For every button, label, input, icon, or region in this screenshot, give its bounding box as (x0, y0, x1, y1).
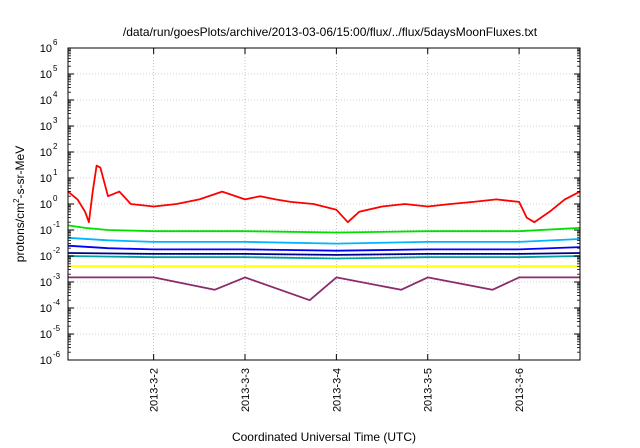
y-axis-label-pre: protons/cm (13, 203, 27, 262)
y-tick-exponent: -6 (53, 350, 61, 359)
series-layer (67, 164, 581, 302)
y-tick-exponent: 0 (53, 194, 58, 203)
y-tick-label: 10 (40, 95, 52, 107)
y-tick-exponent: -1 (53, 220, 61, 229)
y-tick-label: 10 (40, 147, 52, 159)
y-tick-label: 10 (40, 277, 52, 289)
y-axis-label-sup: 2 (12, 198, 21, 203)
y-tick-exponent: 3 (53, 116, 58, 125)
y-tick-exponent: -3 (53, 272, 61, 281)
y-tick-label: 10 (40, 303, 52, 315)
chart-title: /data/run/goesPlots/archive/2013-03-06/1… (123, 25, 538, 39)
series-line-5 (67, 255, 581, 260)
x-tick-label: 2013-3-2 (149, 368, 161, 412)
series-line-3 (67, 236, 581, 245)
y-tick-label: 10 (40, 225, 52, 237)
y-axis-label-post: -s-sr-MeV (13, 146, 27, 199)
y-tick-exponent: -5 (53, 324, 61, 333)
series-line-4 (67, 244, 581, 252)
y-tick-exponent: -4 (53, 298, 61, 307)
series-line-6 (67, 252, 581, 256)
series-line-2 (67, 224, 581, 234)
y-tick-exponent: 5 (53, 64, 58, 73)
x-tick-label: 2013-3-3 (240, 368, 252, 412)
y-axis: 10-610-510-410-310-210-11001011021031041… (40, 38, 580, 367)
series-line-1 (67, 164, 581, 224)
x-axis-label: Coordinated Universal Time (UTC) (232, 430, 416, 444)
y-tick-exponent: -2 (53, 246, 61, 255)
y-tick-label: 10 (40, 329, 52, 341)
y-tick-label: 10 (40, 355, 52, 367)
x-tick-label: 2013-3-6 (514, 368, 526, 412)
y-tick-label: 10 (40, 199, 52, 211)
y-tick-exponent: 4 (53, 90, 58, 99)
x-tick-label: 2013-3-5 (423, 368, 435, 412)
y-tick-label: 10 (40, 121, 52, 133)
x-tick-label: 2013-3-4 (331, 368, 343, 412)
y-tick-label: 10 (40, 43, 52, 55)
series-line-8 (68, 276, 580, 302)
y-tick-label: 10 (40, 251, 52, 263)
y-tick-label: 10 (40, 173, 52, 185)
y-tick-exponent: 6 (53, 38, 58, 47)
y-tick-label: 10 (40, 69, 52, 81)
x-axis: 2013-3-2 2013-3-3 2013-3-4 2013-3-5 2013-3-6 (149, 48, 526, 412)
y-axis-label: protons/cm2-s-sr-MeV (12, 146, 27, 262)
y-tick-exponent: 1 (53, 168, 58, 177)
y-tick-exponent: 2 (53, 142, 58, 151)
